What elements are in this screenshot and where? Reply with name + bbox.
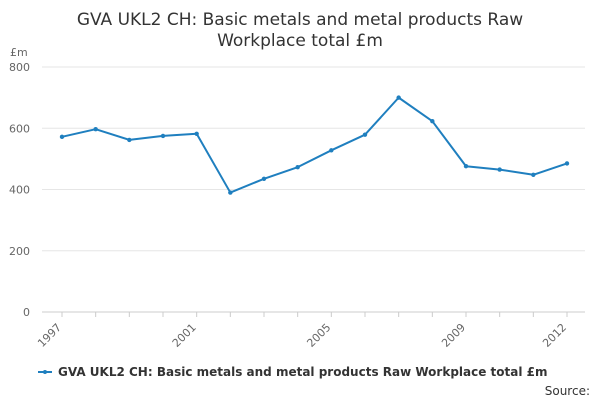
data-point (396, 95, 401, 100)
y-tick-label: 200 (9, 245, 30, 258)
y-axis-unit: £m (10, 46, 28, 59)
data-point (329, 148, 334, 153)
data-point (127, 137, 132, 143)
x-axis-ticks: 1997 2001 2005 2009 2012 (35, 312, 569, 350)
y-tick-label: 600 (9, 122, 30, 135)
y-axis-ticks: 0 200 400 600 800 (9, 61, 30, 319)
series-line (61, 96, 568, 194)
data-point (362, 132, 368, 137)
data-point (59, 134, 65, 140)
y-tick-label: 800 (9, 61, 30, 74)
data-point (463, 164, 469, 169)
grid-lines (42, 66, 585, 313)
legend: GVA UKL2 CH: Basic metals and metal prod… (38, 365, 548, 379)
data-point (430, 119, 435, 124)
x-tick-label: 2001 (170, 321, 199, 350)
chart-title-line-2: Workplace total £m (217, 31, 383, 51)
x-tick-label: 2005 (304, 321, 333, 350)
data-series (59, 95, 570, 195)
y-tick-label: 400 (9, 184, 30, 197)
data-point (497, 167, 502, 172)
data-point (261, 176, 267, 181)
x-tick-label: 1997 (35, 321, 64, 350)
x-tick-label: 2012 (540, 321, 569, 350)
x-tick-label: 2009 (439, 321, 468, 350)
legend-marker-swatch (43, 370, 47, 374)
legend-label: GVA UKL2 CH: Basic metals and metal prod… (58, 365, 548, 379)
source-label: Source: (545, 384, 590, 398)
data-point (228, 190, 233, 195)
data-point (160, 133, 166, 139)
data-point (531, 172, 536, 177)
y-tick-label: 0 (23, 306, 30, 319)
data-point (564, 161, 570, 166)
chart-title-line-1: GVA UKL2 CH: Basic metals and metal prod… (77, 10, 523, 30)
data-point (295, 164, 300, 170)
data-point (194, 131, 199, 136)
data-point (93, 126, 98, 132)
